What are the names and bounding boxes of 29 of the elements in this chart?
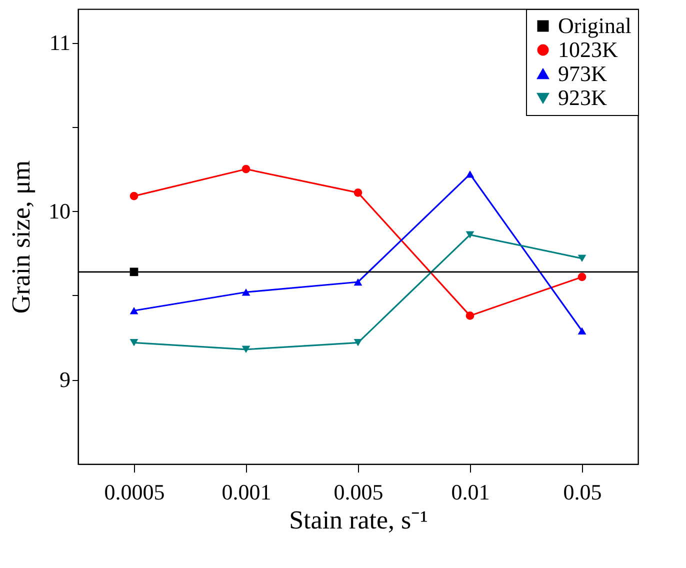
point (354, 278, 362, 286)
point (578, 327, 586, 334)
point (242, 346, 250, 354)
x-tick-label: 0.05 (563, 480, 602, 504)
y-tick-label: 9 (60, 367, 70, 392)
point (242, 164, 250, 174)
point (130, 307, 138, 314)
point (354, 188, 362, 197)
x-axis-title: Stain rate, s⁻¹ (289, 506, 428, 534)
point (578, 272, 586, 282)
point (578, 254, 586, 262)
y-tick-label: 10 (48, 198, 70, 224)
x-tick-label: 0.005 (334, 480, 384, 504)
legend-label: 973K (558, 61, 607, 86)
legend-label: 1023K (558, 37, 618, 62)
point (466, 312, 474, 320)
point (466, 231, 474, 238)
x-tick-label: 0.0005 (104, 480, 165, 504)
point (466, 170, 474, 178)
x-tick-label: 0.001 (222, 480, 272, 504)
point (130, 339, 138, 346)
point (130, 192, 138, 200)
y-axis-title: Grain size, μm (6, 160, 36, 314)
point (354, 339, 362, 346)
legend-label: Original (558, 13, 632, 38)
legend-label: 923K (558, 85, 607, 110)
x-tick-label: 0.01 (451, 480, 490, 504)
point (242, 288, 250, 296)
y-tick-label: 11 (49, 30, 70, 56)
